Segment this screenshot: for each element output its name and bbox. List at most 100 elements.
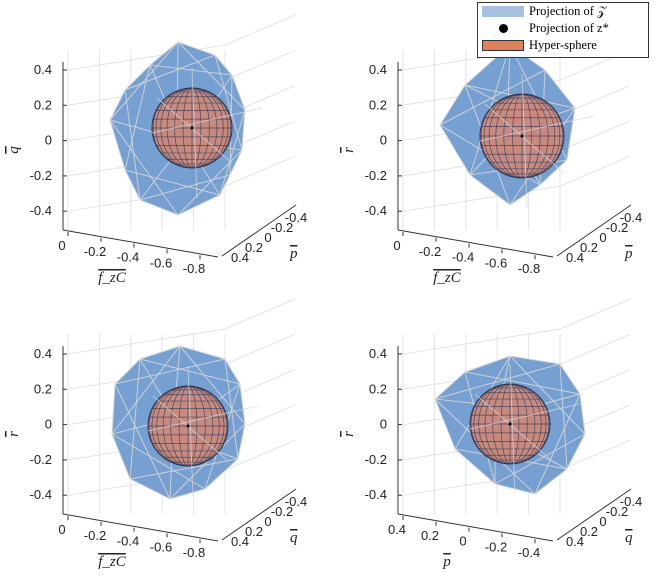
legend-label: Hyper-sphere [529, 38, 597, 52]
polytope-edge [149, 64, 233, 76]
y-tick-label: 0.4 [34, 346, 52, 361]
polytope-edge [177, 41, 246, 111]
x-tick-label: 0 [459, 534, 466, 549]
x-tick-label: -0.6 [150, 539, 172, 554]
sphere-meridian [495, 94, 549, 178]
depth-axis-label: q [290, 530, 298, 546]
grid-line [224, 333, 296, 365]
depth-tick-label: 0.4 [231, 250, 249, 265]
polytope-edge [439, 69, 546, 126]
polytope-edge [156, 97, 233, 164]
depth-axis [221, 204, 297, 257]
grid-line [402, 328, 561, 355]
depth-axis [556, 204, 632, 257]
polytope-edge [124, 64, 151, 171]
legend-swatch-blue [482, 6, 524, 17]
depth-tick-label: -0.4 [285, 210, 307, 225]
y-axis-label: r [341, 431, 357, 437]
sphere-meridian [160, 88, 224, 168]
sphere-meridian [156, 386, 220, 466]
y-tick-label: 0.2 [369, 381, 387, 396]
depth-tick-label: -0.2 [606, 220, 628, 235]
x-axis-label: f_zC [98, 270, 127, 286]
grid-line [559, 439, 631, 471]
polytope-edge [219, 109, 246, 196]
x-tick-label: -0.6 [485, 255, 507, 270]
sphere-meridian [512, 94, 532, 178]
depth-axis-label: p [624, 246, 633, 262]
polytope-edge [147, 405, 259, 432]
depth-tick-label: 0.2 [580, 240, 598, 255]
grid-line [224, 439, 296, 471]
subplot-1: 0.40.20-0.2-0.40 -0.2 -0.4 -0.6 -0.80.40.20-… [6, 14, 307, 286]
polytope-edge [114, 358, 226, 385]
legend-label: Projection of z* [529, 21, 609, 35]
axes [397, 62, 632, 260]
legend-marker-dot [499, 24, 508, 33]
x-tick-label: 0.4 [388, 522, 406, 537]
x-tick-label: 0 [393, 238, 400, 253]
polytope-edge [169, 423, 246, 500]
polytope-edge [434, 363, 561, 400]
y-tick-label: -0.2 [30, 168, 52, 183]
polytope-edge [559, 363, 568, 470]
y-tick-label: 0 [380, 417, 387, 432]
polytope-edge [109, 119, 179, 216]
sphere-meridian [478, 384, 542, 464]
polytope-edge [494, 433, 586, 485]
depth-tick-label: 0.4 [566, 534, 584, 549]
polytope-edge [509, 363, 516, 495]
y-tick-label: 0.4 [34, 62, 52, 77]
legend-swatch-orange [482, 40, 524, 51]
depth-tick-label: -0.2 [271, 220, 293, 235]
polytope-edge [187, 365, 194, 497]
polytope-edge [139, 174, 231, 201]
grid-line [559, 155, 631, 187]
y-tick-label: -0.2 [30, 452, 52, 467]
polytope-edge [124, 54, 216, 91]
polytope-edge [469, 403, 581, 430]
grid-line [224, 155, 296, 187]
polytope-edges-front [469, 363, 581, 495]
y-tick-label: -0.4 [365, 487, 387, 502]
sphere-meridian [148, 386, 228, 466]
polytope-edge [152, 395, 229, 462]
x-tick-label: -0.4 [518, 545, 540, 560]
x-tick-label: 0 [58, 522, 65, 537]
subplot-4: 0.40.20-0.2-0.40.4 0.2 0 -0.2 -0.40.40.20-0.… [341, 298, 642, 570]
projection-z-star [508, 422, 512, 426]
polytope-edge [191, 67, 198, 199]
depth-tick-label: 0.2 [245, 524, 263, 539]
sphere-meridian [166, 88, 218, 168]
sphere-meridian [484, 384, 536, 464]
polytope-edge [114, 383, 171, 500]
legend: Projection of 𝒵 Projection of z* Hyper-s… [477, 2, 649, 58]
projection-z-star [190, 126, 194, 130]
sphere-meridian [480, 94, 564, 178]
depth-tick-label: -0.4 [285, 494, 307, 509]
y-tick-label: 0 [45, 417, 52, 432]
grid-line [559, 298, 631, 330]
polytope-edge [509, 355, 586, 435]
x-axis-label: f_zC [98, 554, 127, 570]
axes [397, 346, 632, 544]
depth-tick-label: -0.2 [606, 504, 628, 519]
x-axis [397, 229, 554, 258]
depth-tick-label: 0 [599, 514, 606, 529]
depth-tick-label: -0.4 [620, 210, 642, 225]
polytope-edge [474, 393, 551, 460]
sphere-meridian [155, 88, 229, 168]
y-axis-label: r [341, 147, 357, 153]
polytope-edges-front [479, 73, 595, 209]
x-tick-label: -0.8 [518, 261, 540, 276]
grid-line [559, 333, 631, 365]
depth-tick-label: 0.2 [245, 240, 263, 255]
x-tick-label: -0.8 [183, 545, 205, 560]
sphere-meridian [151, 386, 225, 466]
x-tick-label: -0.6 [150, 255, 172, 270]
x-tick-label: 0 [58, 238, 65, 253]
x-tick-label: -0.2 [84, 528, 106, 543]
polytope-edge [484, 103, 565, 174]
sphere-meridian [182, 88, 202, 168]
